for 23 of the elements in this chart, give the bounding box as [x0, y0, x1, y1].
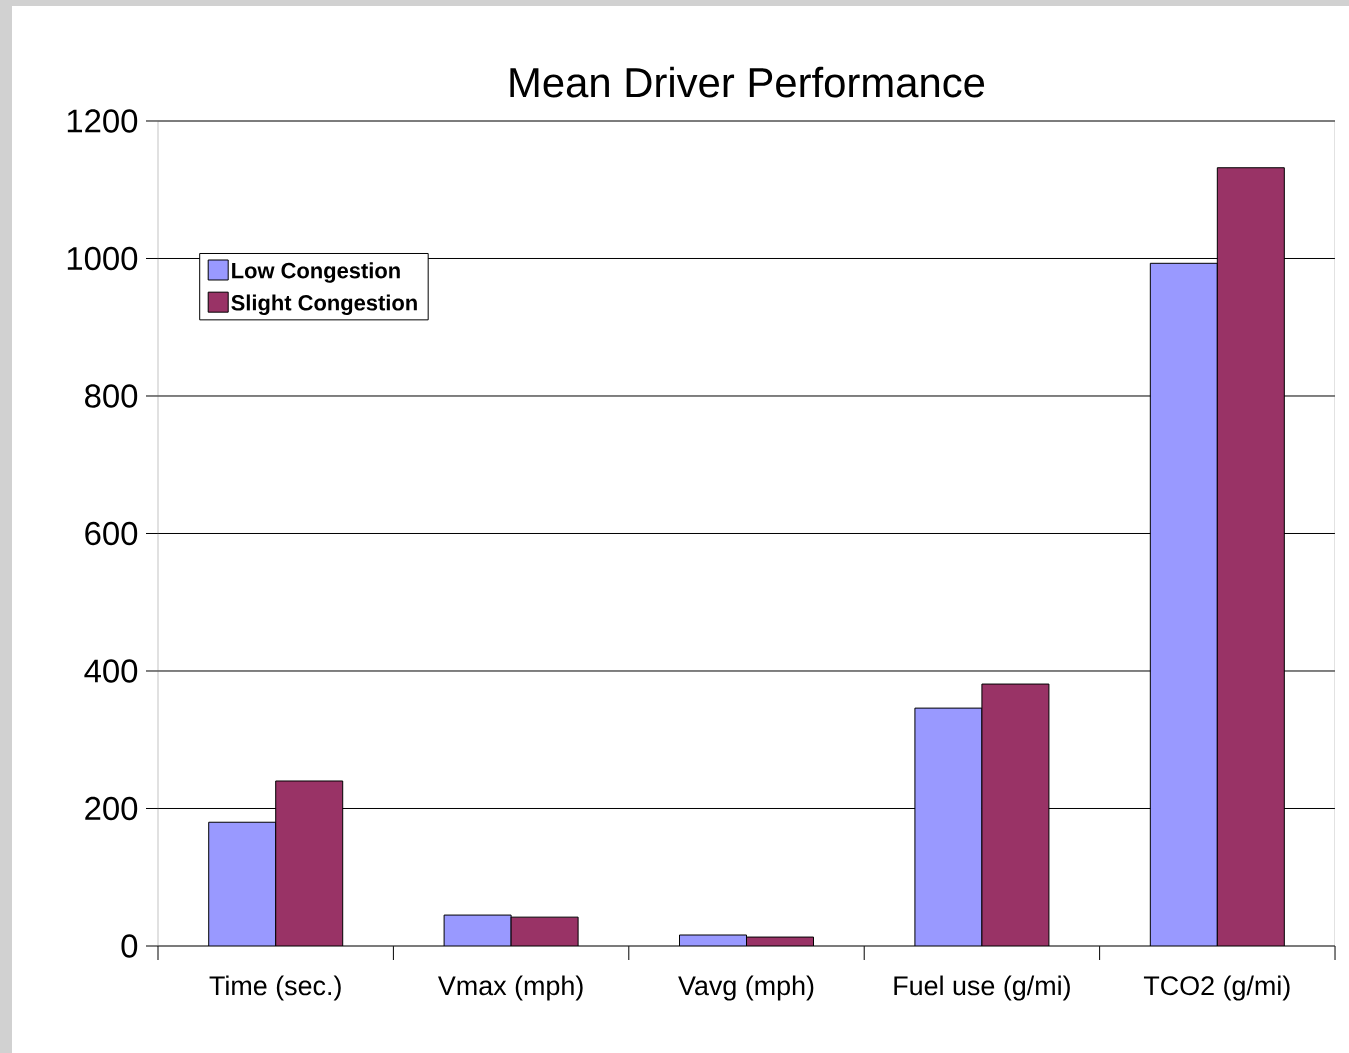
y-tick-label: 1200 [67, 109, 138, 133]
y-tick-label: 800 [85, 384, 138, 408]
bar [208, 821, 277, 946]
x-tick-label: Vmax (mph) [437, 975, 583, 1001]
x-tick-label: Fuel use (g/mi) [894, 975, 1070, 1001]
bar [981, 683, 1050, 946]
bar [275, 780, 344, 946]
x-tick-label: Vavg (mph) [678, 975, 814, 1001]
y-tick-label: 1000 [67, 246, 138, 271]
bar [1149, 262, 1218, 946]
bar [510, 916, 579, 946]
chart-title: Mean Driver Performance [510, 66, 985, 98]
y-tick-label: 600 [85, 521, 138, 546]
legend-label: Slight Congestion [231, 294, 417, 315]
x-tick-label: Time (sec.) [209, 975, 341, 1001]
y-tick-label: 200 [85, 796, 138, 821]
y-tick-label: 0 [121, 934, 138, 958]
bar [443, 914, 512, 946]
bar [1216, 167, 1285, 946]
y-tick-label: 400 [84, 659, 138, 683]
legend-label: Low Congestion [232, 262, 400, 283]
bar [914, 707, 983, 946]
x-tick-label: TCO2 (g/mi) [1143, 975, 1290, 1001]
